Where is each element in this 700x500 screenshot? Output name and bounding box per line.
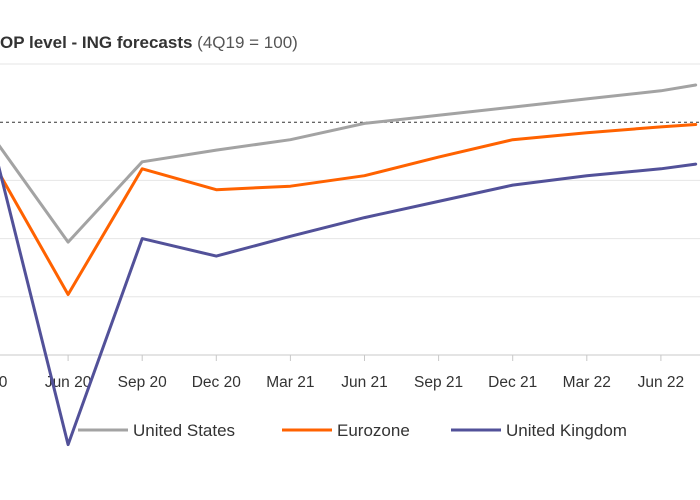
x-tick-label: Jun 20 <box>45 374 92 391</box>
legend: United States Eurozone United Kingdom <box>78 421 627 440</box>
legend-label-united-states: United States <box>133 421 235 440</box>
x-axis: r 20 Jun 20 Sep 20 Dec 20 Mar 21 Jun 21 Sep 21… <box>0 355 684 391</box>
series-lines <box>0 83 698 447</box>
x-tick-label: Dec 21 <box>488 374 537 391</box>
chart-title-main: OP level - ING forecasts <box>0 33 193 52</box>
legend-label-eurozone: Eurozone <box>337 421 410 440</box>
series-line-united-kingdom <box>0 162 698 447</box>
chart-title: OP level - ING forecasts (4Q19 = 100) <box>0 33 298 53</box>
chart-title-subtitle: (4Q19 = 100) <box>197 33 298 52</box>
x-tick-label: Sep 20 <box>118 374 168 391</box>
x-tick-label: Jun 21 <box>341 374 388 391</box>
x-tick-label: Sep 21 <box>414 374 463 391</box>
gridlines <box>0 63 700 356</box>
x-tick-label: Dec 20 <box>192 374 241 391</box>
series-line-eurozone <box>0 123 698 296</box>
series-line-united-states <box>0 83 698 244</box>
x-tick-label: Mar 21 <box>266 374 314 391</box>
x-tick-label: Mar 22 <box>563 374 611 391</box>
x-tick-label: r 20 <box>0 374 8 391</box>
x-tick-label: Jun 22 <box>638 374 685 391</box>
legend-label-united-kingdom: United Kingdom <box>506 421 627 440</box>
